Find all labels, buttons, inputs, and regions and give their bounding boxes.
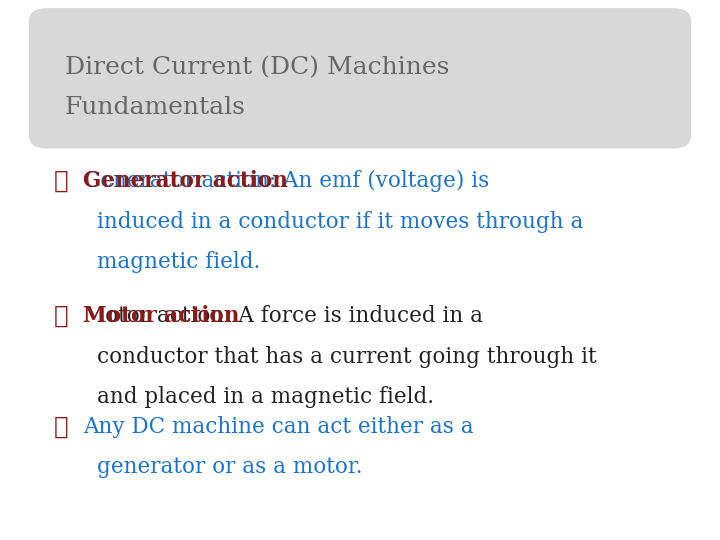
Text: Generator action: An emf (voltage) is: Generator action: An emf (voltage) is — [83, 170, 489, 192]
Text: Direct Current (DC) Machines: Direct Current (DC) Machines — [65, 57, 449, 80]
Text: generator or as a motor.: generator or as a motor. — [97, 456, 363, 478]
Text: ❧: ❧ — [54, 305, 68, 328]
Text: Motor action: A force is induced in a: Motor action: A force is induced in a — [83, 305, 483, 327]
Text: Generator action: Generator action — [83, 170, 288, 192]
Text: magnetic field.: magnetic field. — [97, 251, 261, 273]
Text: induced in a conductor if it moves through a: induced in a conductor if it moves throu… — [97, 211, 584, 233]
Text: conductor that has a current going through it: conductor that has a current going throu… — [97, 346, 597, 368]
Text: Fundamentals: Fundamentals — [65, 96, 246, 119]
Text: ❧: ❧ — [54, 170, 68, 193]
Text: Any DC machine can act either as a: Any DC machine can act either as a — [83, 416, 474, 438]
Text: and placed in a magnetic field.: and placed in a magnetic field. — [97, 386, 434, 408]
Text: Motor action: Motor action — [83, 305, 239, 327]
FancyBboxPatch shape — [29, 8, 691, 148]
Text: ❧: ❧ — [54, 416, 68, 439]
